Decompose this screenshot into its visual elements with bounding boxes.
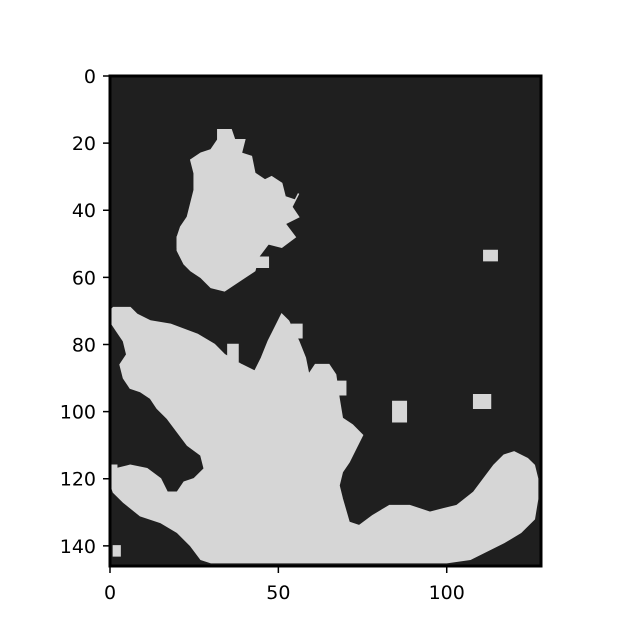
heatmap-region-10 <box>291 323 303 339</box>
plot-area <box>110 76 541 566</box>
heatmap-region-1 <box>176 236 185 248</box>
heatmap-region-12 <box>112 545 121 557</box>
heatmap-region-8 <box>483 249 498 262</box>
x-tick-label: 50 <box>266 582 290 604</box>
y-tick-label: 40 <box>72 200 96 222</box>
plot-frame <box>108 74 543 568</box>
heatmap-region-9 <box>227 343 239 363</box>
x-tick-label: 0 <box>104 582 116 604</box>
y-tick-label: 120 <box>60 469 96 491</box>
y-tick-label: 0 <box>84 66 96 88</box>
heatmap-region-11 <box>110 464 118 480</box>
heatmap-region-3 <box>250 256 270 269</box>
heatmap-region-6 <box>392 400 408 423</box>
y-tick-label: 20 <box>72 133 96 155</box>
y-tick-label: 100 <box>60 402 96 424</box>
heatmap-region-5 <box>331 380 347 396</box>
heatmap-region-7 <box>472 394 492 410</box>
axes: 0 50 100 0 20 40 60 80 100 120 140 <box>60 66 543 604</box>
y-tick-label: 60 <box>72 267 96 289</box>
y-tick-label: 140 <box>60 536 96 558</box>
y-tick-label: 80 <box>72 334 96 356</box>
heatmap-region-2 <box>233 256 246 269</box>
heatmap-region-4 <box>110 306 539 564</box>
x-tick-label: 100 <box>429 582 465 604</box>
